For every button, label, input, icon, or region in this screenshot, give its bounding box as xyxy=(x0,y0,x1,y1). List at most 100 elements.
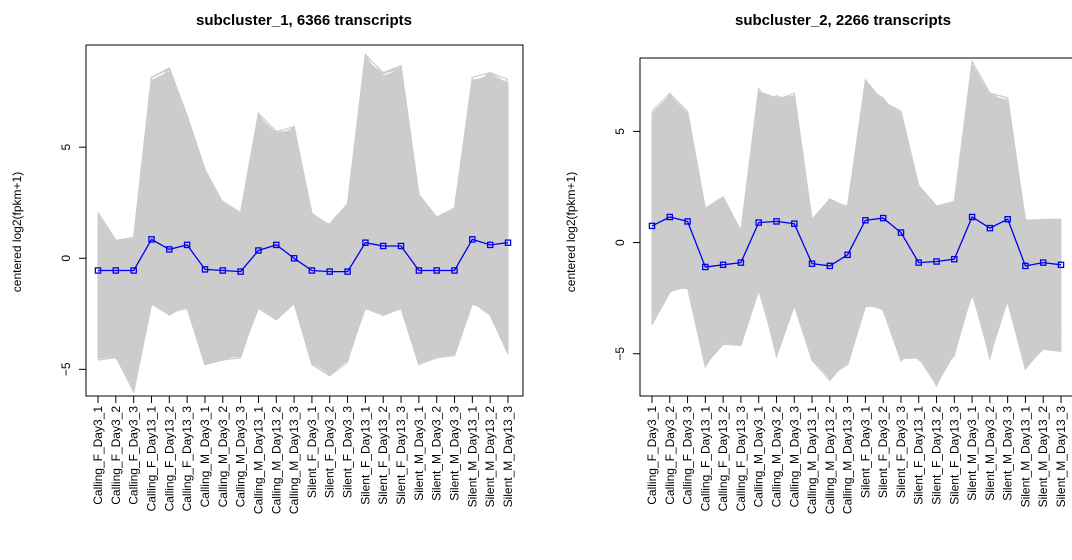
mean-point xyxy=(1057,261,1065,269)
mean-point xyxy=(112,267,120,274)
y-tick-label: −5 xyxy=(59,362,73,376)
x-tick-label: Silent_M_Day3_1 xyxy=(965,406,979,501)
x-tick-label: Calling_M_Day13_1 xyxy=(251,406,265,514)
mean-point xyxy=(879,214,887,222)
mean-point xyxy=(986,224,994,232)
x-tick-label: Calling_M_Day13_2 xyxy=(823,406,837,514)
x-tick-label: Calling_F_Day13_2 xyxy=(716,406,730,512)
x-tick-label: Silent_M_Day3_2 xyxy=(430,406,444,501)
x-tick-label: Calling_M_Day3_3 xyxy=(234,406,248,508)
mean-point xyxy=(344,268,351,275)
mean-point xyxy=(1004,215,1011,223)
y-axis-label: centered log2(fpkm+1) xyxy=(10,172,24,292)
mean-point xyxy=(469,236,476,243)
mean-point xyxy=(255,247,262,254)
chart-title: subcluster_2, 2266 transcripts xyxy=(735,12,951,29)
trace-line xyxy=(651,93,1062,238)
x-tick-label: Silent_F_Day3_1 xyxy=(858,406,872,498)
x-tick-label: Calling_F_Day3_3 xyxy=(127,406,141,505)
x-tick-label: Calling_M_Day13_2 xyxy=(269,406,283,514)
trace-line xyxy=(97,286,509,381)
x-tick-label: Silent_F_Day13_1 xyxy=(912,406,926,505)
mean-point xyxy=(1022,262,1029,270)
mean-point xyxy=(773,218,780,225)
trace-line xyxy=(651,66,1062,237)
plot-box xyxy=(85,44,524,397)
trace-line xyxy=(651,281,1062,388)
mean-point xyxy=(666,213,674,221)
x-tick-label: Silent_F_Day3_3 xyxy=(341,406,355,498)
mean-point xyxy=(415,267,423,274)
x-tick-label: Silent_M_Day3_3 xyxy=(1001,406,1015,501)
mean-point xyxy=(166,246,173,253)
x-tick-label: Calling_M_Day13_3 xyxy=(287,406,301,514)
mean-point xyxy=(237,268,244,275)
expression-traces xyxy=(651,59,1062,388)
mean-point xyxy=(379,242,387,250)
trace-line xyxy=(97,53,509,243)
y-tick-label: 0 xyxy=(613,239,627,246)
trace-line xyxy=(651,272,1062,378)
mean-point xyxy=(397,242,405,250)
y-tick-label: 0 xyxy=(59,255,73,262)
mean-point xyxy=(808,260,816,267)
mean-point xyxy=(486,241,494,249)
y-tick-label: 5 xyxy=(613,128,627,135)
x-tick-label: Silent_F_Day3_1 xyxy=(305,406,319,498)
mean-point xyxy=(183,241,191,249)
x-tick-label: Silent_M_Day13_3 xyxy=(501,406,515,508)
x-tick-label: Calling_F_Day3_1 xyxy=(645,406,659,505)
trace-line xyxy=(651,84,1062,242)
x-tick-label: Calling_F_Day13_1 xyxy=(698,406,712,512)
x-tick-label: Calling_F_Day3_3 xyxy=(681,406,695,505)
trace-line xyxy=(97,296,509,378)
x-tick-label: Silent_M_Day13_3 xyxy=(1054,406,1068,508)
x-tick-label: Calling_M_Day13_3 xyxy=(841,406,855,514)
mean-point xyxy=(1039,259,1047,266)
mean-point xyxy=(308,267,316,274)
trace-line xyxy=(651,278,1062,374)
trace-line xyxy=(651,280,1062,361)
mean-point xyxy=(219,267,227,274)
y-tick-label: −5 xyxy=(613,347,627,361)
mean-point xyxy=(326,268,333,275)
mean-point xyxy=(201,266,209,273)
mean-point xyxy=(684,218,691,225)
mean-point xyxy=(844,251,851,259)
mean-point xyxy=(862,217,869,224)
x-tick-label: Calling_F_Day13_3 xyxy=(180,406,194,512)
x-tick-label: Silent_M_Day3_1 xyxy=(412,406,426,501)
x-tick-label: Calling_M_Day3_2 xyxy=(770,406,784,508)
x-tick-label: Calling_M_Day3_3 xyxy=(787,406,801,508)
x-tick-label: Calling_F_Day3_1 xyxy=(91,406,105,505)
mean-point xyxy=(433,267,440,274)
mean-point xyxy=(915,259,922,266)
x-tick-label: Calling_F_Day13_1 xyxy=(145,406,159,512)
x-tick-label: Silent_F_Day13_2 xyxy=(376,406,390,505)
x-tick-label: Silent_F_Day3_2 xyxy=(323,406,337,498)
y-tick-label: 5 xyxy=(59,144,73,151)
x-tick-label: Silent_F_Day13_3 xyxy=(394,406,408,505)
x-tick-label: Silent_M_Day13_2 xyxy=(483,406,497,508)
mean-point xyxy=(362,239,369,246)
y-axis-label: centered log2(fpkm+1) xyxy=(564,172,578,292)
mean-point xyxy=(94,267,102,274)
x-tick-label: Calling_F_Day13_2 xyxy=(162,406,176,512)
chart-title: subcluster_1, 6366 transcripts xyxy=(196,12,412,29)
x-tick-label: Calling_M_Day3_1 xyxy=(198,406,212,508)
x-tick-label: Calling_M_Day13_1 xyxy=(805,406,819,514)
mean-point xyxy=(148,236,155,243)
mean-point xyxy=(755,219,762,226)
subcluster-1-panel: subcluster_1, 6366 transcripts centered … xyxy=(10,12,524,514)
mean-point xyxy=(273,241,280,249)
mean-point xyxy=(826,262,834,270)
mean-point xyxy=(791,220,798,227)
trace-envelope xyxy=(97,57,509,391)
mean-point xyxy=(968,213,976,221)
mean-point xyxy=(290,255,298,262)
mean-point xyxy=(451,267,458,274)
mean-point xyxy=(737,259,745,266)
mean-point xyxy=(130,267,137,274)
trace-line xyxy=(651,96,1062,242)
